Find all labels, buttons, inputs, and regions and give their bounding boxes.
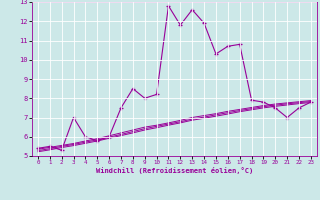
X-axis label: Windchill (Refroidissement éolien,°C): Windchill (Refroidissement éolien,°C) [96,167,253,174]
